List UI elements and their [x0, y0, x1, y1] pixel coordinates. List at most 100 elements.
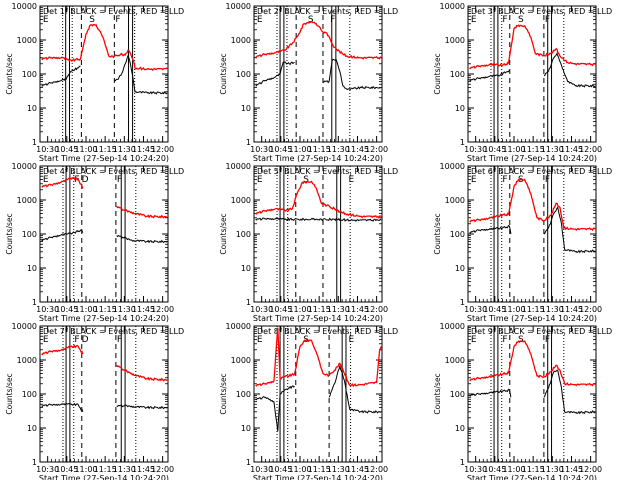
x-axis-label: Start Time (27-Sep-14 10:24:20) — [467, 154, 597, 163]
x-tick-label: 11:15 — [94, 465, 117, 474]
y-tick-label: 1000 — [445, 356, 465, 365]
plot-frame — [467, 5, 597, 143]
marker-label: F — [330, 15, 335, 25]
x-tick-label: 11:45 — [132, 465, 155, 474]
x-tick-label: 11:30 — [327, 465, 350, 474]
x-tick-label: 11:30 — [113, 305, 136, 314]
events-series-line-2 — [328, 364, 382, 414]
y-tick-label: 10000 — [226, 162, 251, 171]
events-series-line — [41, 402, 84, 412]
events-series-line — [41, 229, 84, 242]
x-tick-label: 10:45 — [269, 305, 292, 314]
y-tick-label: 10 — [27, 104, 37, 113]
y-tick-label: 1000 — [231, 356, 251, 365]
marker-label: E — [43, 175, 49, 185]
marker-label: E — [43, 335, 49, 345]
x-tick-label: 10:30 — [250, 305, 273, 314]
marker-label: F — [545, 335, 550, 345]
x-tick-label: 11:30 — [541, 465, 564, 474]
events-series-line — [41, 65, 81, 87]
plot-frame — [253, 165, 383, 303]
y-tick-label: 100 — [450, 70, 465, 79]
y-tick-label: 1000 — [231, 36, 251, 45]
x-tick-label: 10:30 — [36, 145, 59, 154]
marker-label: S — [518, 335, 524, 345]
lld-series-line-2 — [116, 205, 168, 219]
y-tick-label: 1 — [246, 138, 251, 147]
x-axis-label: Start Time (27-Sep-14 10:24:20) — [253, 474, 383, 480]
lld-series-line — [255, 327, 382, 388]
y-tick-label: 1 — [460, 298, 465, 307]
events-series-line — [255, 61, 295, 87]
marker-label: F — [117, 335, 122, 345]
marker-label: D — [82, 335, 89, 345]
y-axis-label: Counts/sec — [219, 373, 228, 414]
panel-title: Det 1f BLACK = Events, RED = LLD — [43, 7, 184, 16]
events-series-line — [469, 224, 512, 235]
y-tick-label: 10000 — [226, 2, 251, 11]
marker-label: E — [43, 15, 49, 25]
events-series-line — [469, 388, 512, 398]
marker-label: E — [349, 335, 355, 345]
x-tick-label: 11:30 — [327, 145, 350, 154]
x-tick-label: 12:00 — [151, 145, 174, 154]
x-tick-label: 11:30 — [541, 305, 564, 314]
x-axis-label: Start Time (27-Sep-14 10:24:20) — [253, 314, 383, 323]
panel-1: 1 10 100 1000 10000 10:3010:4511:0011:1511:30… — [5, 2, 184, 163]
y-tick-label: 10 — [455, 264, 465, 273]
y-tick-label: 100 — [22, 390, 37, 399]
y-tick-label: 1 — [32, 458, 37, 467]
marker-label: S — [308, 15, 314, 25]
marker-label: E — [257, 15, 263, 25]
y-tick-label: 10 — [455, 424, 465, 433]
panel-9: 1 10 100 1000 10000 10:3010:4511:0011:1511:30… — [433, 322, 612, 480]
y-tick-label: 10 — [455, 104, 465, 113]
x-tick-label: 10:30 — [464, 305, 487, 314]
y-tick-label: 10000 — [440, 322, 465, 331]
lld-series-line — [469, 340, 596, 387]
interval-lines — [276, 6, 351, 142]
events-series-line — [469, 69, 510, 82]
y-tick-label: 100 — [236, 390, 251, 399]
interval-lines — [490, 326, 565, 462]
x-tick-label: 10:45 — [483, 305, 506, 314]
x-tick-label: 10:45 — [269, 145, 292, 154]
x-tick-label: 11:45 — [346, 145, 369, 154]
x-tick-label: 10:30 — [464, 465, 487, 474]
marker-label: F — [502, 175, 507, 185]
x-tick-label: 11:15 — [94, 305, 117, 314]
x-tick-label: 11:00 — [502, 305, 525, 314]
marker-label: E — [257, 335, 263, 345]
x-tick-label: 10:30 — [250, 465, 273, 474]
y-tick-label: 100 — [22, 70, 37, 79]
events-series-line-2 — [543, 369, 596, 415]
events-series-line-2 — [543, 52, 596, 88]
y-tick-label: 10 — [241, 424, 251, 433]
x-tick-label: 11:00 — [502, 465, 525, 474]
x-tick-label: 11:15 — [94, 145, 117, 154]
x-axis-label: Start Time (27-Sep-14 10:24:20) — [467, 474, 597, 480]
x-tick-label: 12:00 — [579, 305, 602, 314]
plot-frame — [39, 165, 169, 303]
marker-label: F — [502, 15, 507, 25]
x-tick-label: 11:00 — [502, 145, 525, 154]
panel-title: Det 2f BLACK = Events, RED = LLD — [257, 7, 398, 16]
marker-label: F — [115, 15, 120, 25]
y-tick-label: 10 — [27, 424, 37, 433]
x-tick-label: 11:00 — [288, 305, 311, 314]
interval-lines — [276, 166, 351, 302]
interval-lines — [62, 6, 136, 142]
panel-8: 1 10 100 1000 10000 10:3010:4511:0011:1511:30… — [219, 322, 398, 480]
marker-label: F — [502, 335, 507, 345]
y-tick-label: 10000 — [12, 2, 37, 11]
x-tick-label: 12:00 — [151, 305, 174, 314]
x-tick-label: 11:15 — [308, 145, 331, 154]
x-tick-label: 10:45 — [55, 305, 78, 314]
y-tick-label: 100 — [236, 70, 251, 79]
lld-series-line — [255, 20, 382, 60]
panel-6: 1 10 100 1000 10000 10:3010:4511:0011:1511:30… — [433, 162, 612, 323]
lld-series-line-2 — [116, 364, 168, 382]
marker-label: F — [545, 175, 550, 185]
interval-lines — [62, 166, 137, 302]
